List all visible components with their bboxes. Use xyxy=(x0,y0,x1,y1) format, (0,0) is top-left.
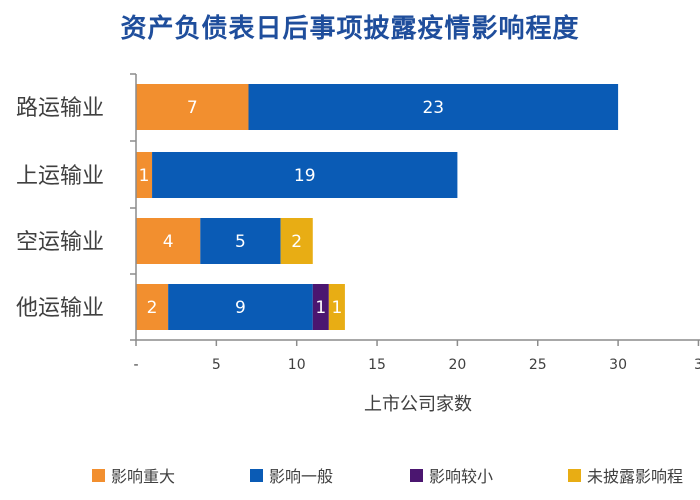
x-tick-label: 5 xyxy=(212,357,221,373)
category-label: 路运输业 xyxy=(16,96,104,121)
x-tick-label: - xyxy=(133,357,138,373)
bar-data-label: 2 xyxy=(291,232,302,252)
bar-data-label: 5 xyxy=(235,232,246,252)
bar-segment xyxy=(328,284,345,330)
x-axis-ticks: - 5 10 15 20 25 30 3 xyxy=(133,340,700,373)
bar-data-label: 1 xyxy=(139,166,150,186)
legend-label: 影响重大 xyxy=(111,467,175,486)
bar-data-label: 4 xyxy=(163,232,174,252)
legend-swatch xyxy=(250,469,263,482)
bar-segment xyxy=(248,84,619,130)
bar-data-label: 7 xyxy=(187,98,198,118)
category-label: 他运输业 xyxy=(16,296,104,321)
bar-segment xyxy=(136,84,249,130)
bar-segment xyxy=(136,218,201,264)
category-label: 上运输业 xyxy=(16,164,104,189)
bar-data-label: 9 xyxy=(235,298,246,318)
bar-layer xyxy=(136,84,619,330)
x-tick-label: 3 xyxy=(694,357,700,373)
chart-title: 资产负债表日后事项披露疫情影响程度 xyxy=(120,14,580,44)
bar-data-label: 1 xyxy=(315,298,326,318)
x-tick-label: 20 xyxy=(448,357,466,373)
bar-segment xyxy=(200,218,281,264)
bar-data-label: 23 xyxy=(422,98,444,118)
bar-data-label: 19 xyxy=(294,166,316,186)
bar-segment xyxy=(280,218,313,264)
legend: 影响重大 影响一般 影响较小 未披露影响程 xyxy=(92,467,683,486)
legend-swatch xyxy=(92,469,105,482)
bar-segment xyxy=(312,284,329,330)
x-tick-label: 15 xyxy=(368,357,386,373)
bar-data-label: 1 xyxy=(331,298,342,318)
x-tick-label: 25 xyxy=(529,357,547,373)
bar-segment xyxy=(152,152,458,198)
legend-label: 影响较小 xyxy=(429,467,493,486)
category-label: 空运输业 xyxy=(16,230,104,255)
legend-swatch xyxy=(568,469,581,482)
bar-data-label: 2 xyxy=(147,298,158,318)
legend-label: 影响一般 xyxy=(269,467,333,486)
x-tick-label: 10 xyxy=(288,357,306,373)
data-label-layer: 7 231 194 5 22 9 1 1 xyxy=(139,98,444,318)
bar-segment xyxy=(136,284,169,330)
bar-segment xyxy=(136,152,153,198)
y-axis-ticks xyxy=(130,73,136,341)
legend-swatch xyxy=(410,469,423,482)
bar-segment xyxy=(168,284,313,330)
x-axis-title: 上市公司家数 xyxy=(364,394,472,415)
x-tick-label: 30 xyxy=(609,357,627,373)
legend-label: 未披露影响程 xyxy=(587,467,683,486)
